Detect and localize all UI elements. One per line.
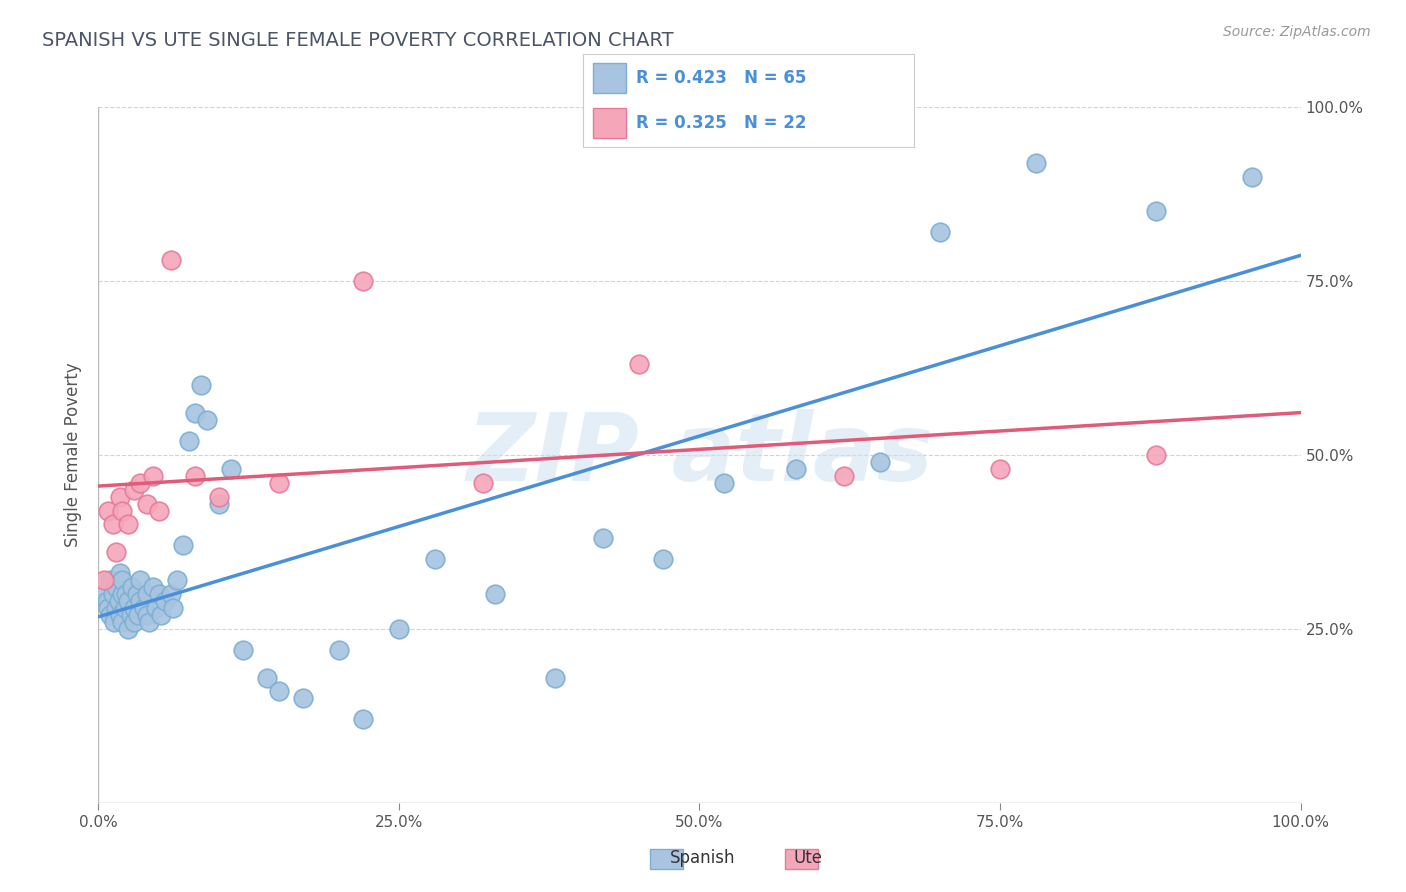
Point	[328, 642, 350, 657]
Point	[544, 671, 567, 685]
Point	[135, 497, 157, 511]
Point	[101, 587, 124, 601]
Point	[108, 607, 131, 622]
Point	[219, 462, 242, 476]
Point	[135, 587, 157, 601]
Point	[232, 642, 254, 657]
Point	[472, 475, 495, 490]
Text: SPANISH VS UTE SINGLE FEMALE POVERTY CORRELATION CHART: SPANISH VS UTE SINGLE FEMALE POVERTY COR…	[42, 31, 673, 50]
Point	[148, 503, 170, 517]
Point	[121, 580, 143, 594]
Point	[267, 475, 290, 490]
Point	[195, 413, 218, 427]
Point	[628, 358, 651, 372]
Point	[162, 601, 184, 615]
Bar	[593, 108, 627, 138]
Point	[111, 503, 134, 517]
Point	[97, 503, 120, 517]
Point	[111, 587, 134, 601]
Point	[141, 468, 163, 483]
Point	[105, 601, 128, 615]
Text: Ute: Ute	[794, 849, 823, 867]
Point	[108, 566, 131, 581]
Point	[1144, 448, 1167, 462]
Point	[166, 573, 188, 587]
Point	[267, 684, 290, 698]
Point	[141, 580, 163, 594]
Text: ZIP atlas: ZIP atlas	[465, 409, 934, 501]
Point	[117, 517, 139, 532]
Point	[172, 538, 194, 552]
Text: Spanish: Spanish	[671, 849, 735, 867]
Text: R = 0.423   N = 65: R = 0.423 N = 65	[637, 69, 807, 87]
Point	[132, 601, 155, 615]
Point	[148, 587, 170, 601]
Point	[153, 594, 176, 608]
Point	[105, 580, 128, 594]
Point	[105, 545, 128, 559]
Y-axis label: Single Female Poverty: Single Female Poverty	[65, 363, 83, 547]
Point	[1241, 169, 1264, 184]
Point	[1144, 204, 1167, 219]
Text: Source: ZipAtlas.com: Source: ZipAtlas.com	[1223, 25, 1371, 39]
Point	[114, 601, 136, 615]
Point	[117, 594, 139, 608]
Bar	[593, 63, 627, 93]
Point	[190, 378, 212, 392]
Point	[124, 615, 146, 629]
Point	[100, 607, 122, 622]
Point	[149, 607, 172, 622]
Point	[928, 225, 950, 239]
Point	[115, 587, 138, 601]
Point	[124, 601, 146, 615]
Point	[388, 622, 411, 636]
Point	[108, 594, 131, 608]
Point	[127, 607, 149, 622]
Point	[592, 532, 614, 546]
Point	[125, 587, 148, 601]
Point	[291, 691, 314, 706]
Point	[423, 552, 446, 566]
Point	[129, 573, 152, 587]
Point	[138, 615, 160, 629]
Point	[124, 483, 146, 497]
Point	[869, 455, 891, 469]
Point	[208, 490, 231, 504]
Point	[120, 607, 142, 622]
Point	[208, 497, 231, 511]
Point	[111, 573, 134, 587]
Point	[785, 462, 807, 476]
Point	[713, 475, 735, 490]
Point	[159, 587, 181, 601]
Point	[111, 615, 134, 629]
Point	[97, 601, 120, 615]
Point	[352, 274, 374, 288]
Point	[183, 468, 205, 483]
Point	[484, 587, 506, 601]
Point	[988, 462, 1011, 476]
Point	[103, 615, 125, 629]
Point	[96, 594, 118, 608]
Point	[101, 517, 124, 532]
Point	[832, 468, 855, 483]
Point	[129, 594, 152, 608]
Point	[183, 406, 205, 420]
Point	[352, 712, 374, 726]
Point	[108, 490, 131, 504]
Text: R = 0.325   N = 22: R = 0.325 N = 22	[637, 114, 807, 132]
Point	[145, 601, 167, 615]
Point	[159, 253, 181, 268]
Point	[256, 671, 278, 685]
Point	[177, 434, 200, 448]
Point	[117, 622, 139, 636]
Point	[135, 607, 157, 622]
Point	[1025, 155, 1047, 169]
Point	[100, 573, 122, 587]
Point	[652, 552, 675, 566]
Point	[93, 587, 115, 601]
Point	[129, 475, 152, 490]
Point	[93, 573, 115, 587]
